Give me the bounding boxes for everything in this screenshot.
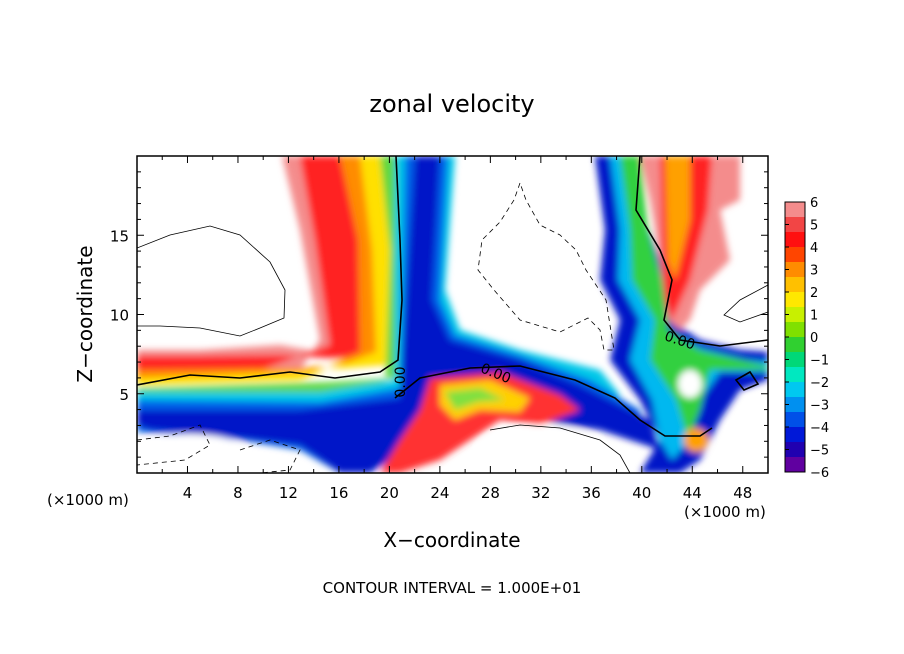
colorbar-swatch — [785, 442, 805, 458]
colorbar-swatch — [785, 292, 805, 308]
y-tick-label: 5 — [119, 386, 129, 404]
colorbar-swatch — [785, 382, 805, 398]
field-hole-right — [678, 370, 702, 398]
colorbar-swatch — [785, 202, 805, 218]
x-tick-label: 32 — [531, 484, 550, 502]
x-tick-label: 4 — [183, 484, 193, 502]
y-tick-label: 15 — [110, 227, 129, 245]
x-tick-label: 8 — [233, 484, 243, 502]
colorbar-tick-label: 3 — [810, 264, 818, 279]
contour-lines-dashed — [137, 181, 615, 473]
colorbar: 6 5 4 3 2 1 0 −1 −2 −3 −4 −5 −6 — [784, 196, 829, 481]
x-tick-label: 16 — [329, 484, 348, 502]
x-tick-label: 20 — [380, 484, 399, 502]
x-tick-label: 28 — [481, 484, 500, 502]
contour-upper-left — [137, 225, 286, 337]
heatmap-field — [137, 156, 768, 473]
colorbar-swatch — [785, 322, 805, 338]
colorbar-tick-label: −4 — [810, 421, 829, 436]
contour-dashed-lower — [239, 439, 301, 473]
chart-title: zonal velocity — [369, 90, 534, 118]
colorbar-swatch — [785, 367, 805, 383]
colorbar-tick-label: 0 — [810, 331, 818, 346]
colorbar-tick-label: −5 — [810, 444, 829, 459]
field-positive-lower-green — [445, 388, 505, 410]
colorbar-swatch — [785, 457, 805, 473]
field-negative-right-core — [620, 156, 768, 440]
contour-lower-center — [489, 424, 631, 473]
contour-zero-right — [635, 156, 768, 347]
contour-lines-thin — [137, 225, 768, 473]
contour-dashed-center — [477, 181, 615, 351]
field-hole-left — [137, 434, 245, 470]
colorbar-tick-label: −2 — [810, 376, 829, 391]
x-unit-right: (×1000 m) — [684, 503, 766, 521]
field-negative-right-mid — [610, 156, 768, 460]
colorbar-swatch — [785, 307, 805, 323]
y-tick-label: 10 — [110, 307, 129, 325]
contour-label: 0.00 — [393, 366, 409, 397]
contour-zero-center — [394, 365, 713, 437]
colorbar-swatch — [785, 412, 805, 428]
contour-lines — [137, 156, 768, 437]
colorbar-swatch — [785, 247, 805, 263]
colorbar-swatch — [785, 397, 805, 413]
field-hole-center — [480, 426, 600, 470]
x-tick-label: 40 — [632, 484, 651, 502]
colorbar-tick-label: 5 — [810, 219, 818, 234]
y-ticks: 5 10 15 — [110, 171, 768, 458]
x-unit-left: (×1000 m) — [47, 491, 129, 509]
x-tick-label: 24 — [430, 484, 449, 502]
colorbar-swatch — [785, 217, 805, 233]
colorbar-tick-label: −1 — [810, 354, 829, 369]
colorbar-tick-label: 2 — [810, 286, 818, 301]
colorbar-tick-label: 4 — [810, 241, 818, 256]
field-positive-lower — [380, 372, 580, 473]
colorbar-tick-label: 1 — [810, 309, 818, 324]
colorbar-swatch — [785, 427, 805, 443]
x-tick-label: 48 — [733, 484, 752, 502]
field-positive-left — [137, 156, 410, 372]
contour-interval-note: CONTOUR INTERVAL = 1.000E+01 — [323, 579, 582, 597]
plot-area: 0.00 0.00 0.00 — [137, 156, 768, 473]
contour-dashed-lower-left — [137, 424, 211, 466]
colorbar-tick-label: 6 — [810, 196, 818, 211]
x-axis-title: X−coordinate — [383, 528, 520, 552]
x-tick-label: 36 — [582, 484, 601, 502]
colorbar-swatch — [785, 352, 805, 368]
colorbar-tick-label: −3 — [810, 399, 829, 414]
contour-right-edge — [723, 284, 768, 323]
y-axis-title: Z−coordinate — [73, 245, 97, 382]
x-ticks: 4 8 12 16 20 24 28 32 36 40 44 48 — [161, 156, 752, 502]
colorbar-tick-label: −6 — [810, 466, 829, 481]
contour-negative-loop — [734, 370, 760, 391]
x-tick-label: 12 — [279, 484, 298, 502]
field-yellow-band — [137, 156, 402, 385]
x-tick-label: 44 — [683, 484, 702, 502]
contour-zero-left — [137, 156, 403, 386]
colorbar-swatch — [785, 337, 805, 353]
field-blob-right — [684, 428, 708, 452]
field-positive-right-core — [665, 156, 690, 280]
field-blob-bottom — [730, 420, 766, 460]
colorbar-swatch — [785, 232, 805, 248]
colorbar-swatch — [785, 277, 805, 293]
colorbar-swatch — [785, 262, 805, 278]
